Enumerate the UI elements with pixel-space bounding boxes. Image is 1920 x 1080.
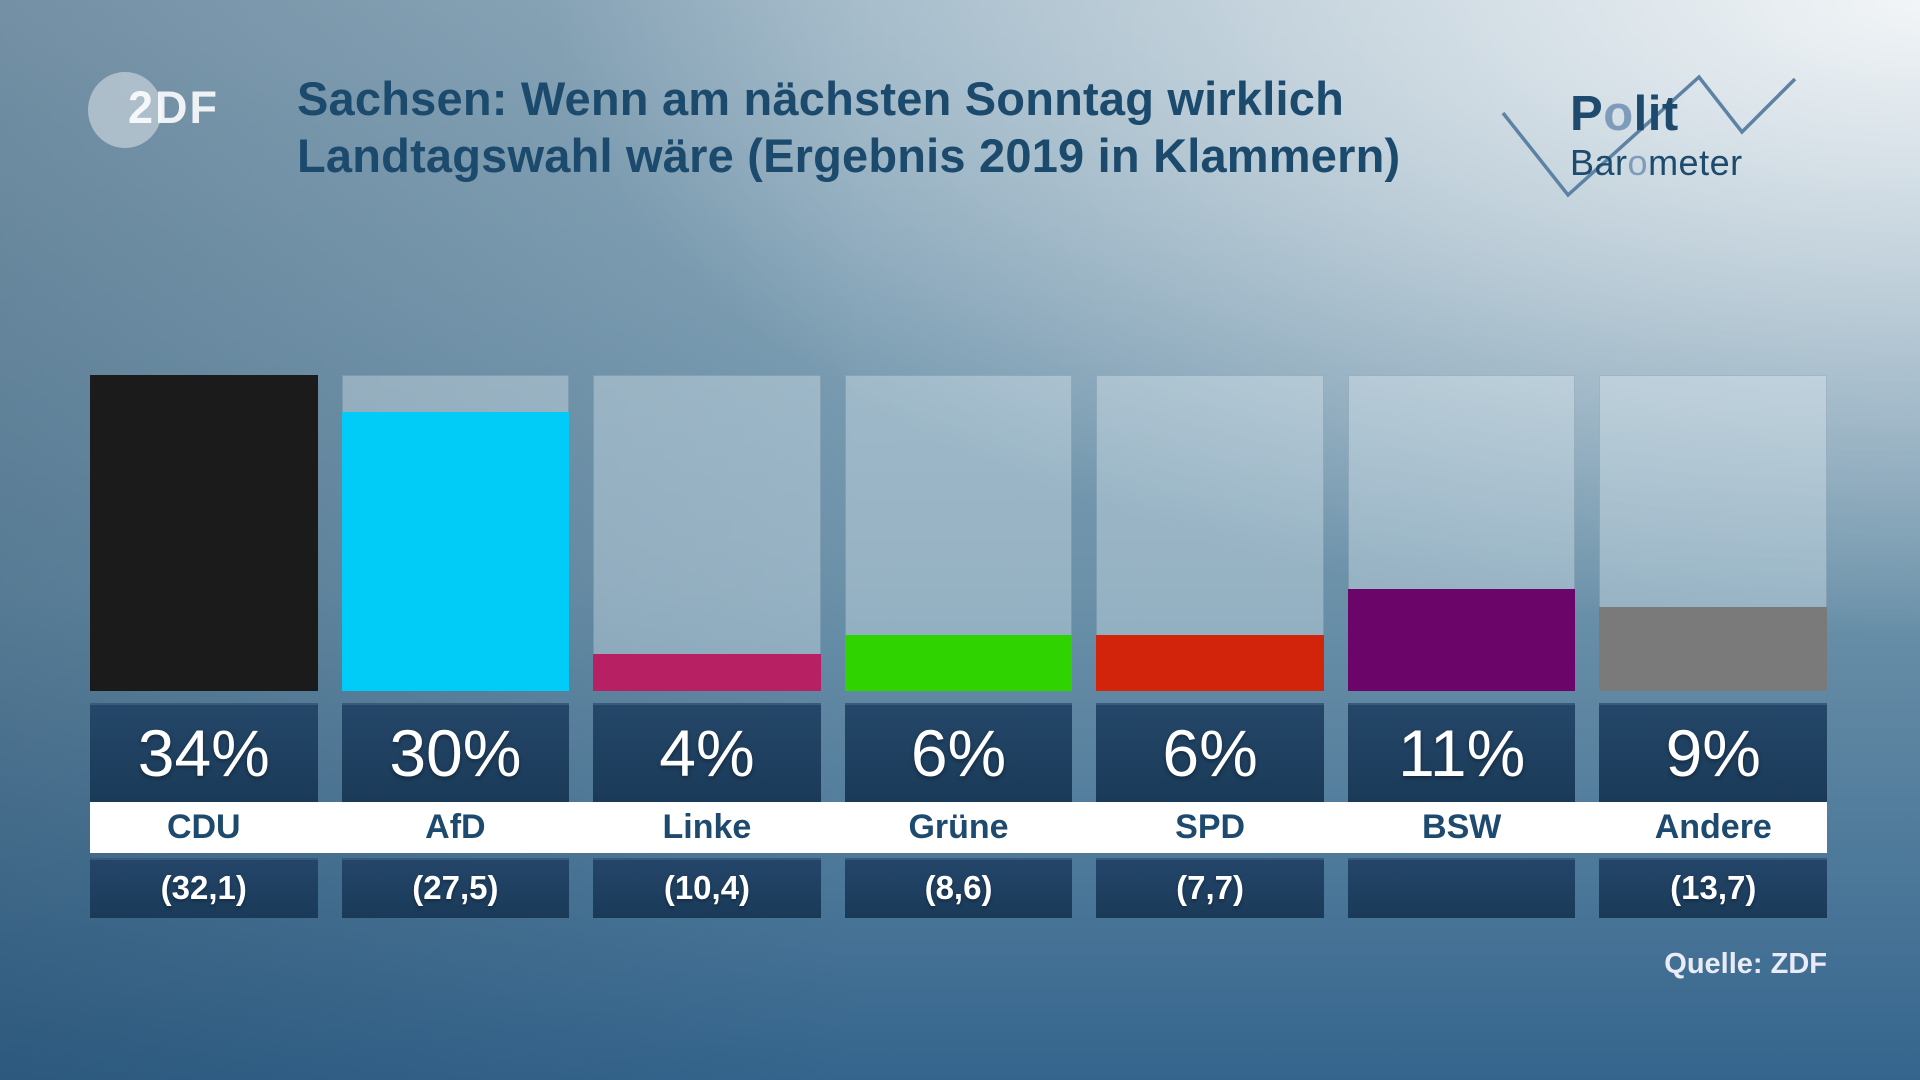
party-column-linke: 4% Linke (10,4) [593, 375, 821, 918]
value-label: 9% [1665, 715, 1761, 790]
bar-track [1347, 375, 1576, 691]
party-name: BSW [1422, 808, 1502, 846]
bar-fill [1599, 607, 1828, 691]
politbarometer-logo-polit: Polit [1570, 86, 1679, 142]
brand-letter: P [1570, 87, 1604, 141]
value-label: 6% [1162, 715, 1258, 790]
previous-result-box [1347, 858, 1576, 918]
value-label: 34% [137, 715, 270, 790]
value-box: 6% [1096, 703, 1324, 802]
previous-result-box: (7,7) [1096, 858, 1324, 918]
party-name: SPD [1175, 808, 1246, 846]
value-box: 34% [90, 703, 318, 802]
bar-track [1599, 375, 1828, 691]
previous-result-label: (8,6) [924, 869, 993, 906]
party-column-spd: 6% SPD (7,7) [1096, 375, 1324, 918]
bar-track [1096, 375, 1324, 691]
party-column-bsw: 11% BSW [1347, 375, 1576, 918]
zdf-logo-circle [88, 72, 162, 148]
previous-result-box: (8,6) [844, 858, 1073, 918]
brand-letter-o: o [1627, 142, 1649, 183]
previous-result-label: (10,4) [663, 869, 751, 906]
party-column-gr-ne: 6% Grüne (8,6) [844, 375, 1073, 918]
politbarometer-logo-barometer: Barometer [1570, 142, 1743, 184]
chart-title-line-2: Landtagswahl wäre (Ergebnis 2019 in Klam… [297, 129, 1401, 182]
bar-fill [341, 412, 570, 691]
bar-fill [844, 635, 1073, 691]
previous-result-box: (27,5) [341, 858, 570, 918]
previous-result-label: (13,7) [1670, 869, 1757, 906]
value-box: 9% [1599, 703, 1828, 802]
chart-title-line-1: Sachsen: Wenn am nächsten Sonntag wirkli… [297, 72, 1344, 125]
politbarometer-logo: Polit Barometer [1480, 40, 1820, 220]
trend-zigzag-icon [1501, 74, 1797, 198]
bar-chart-columns: 34% CDU (32,1) 30% AfD (27,5) 4% Linke (… [90, 375, 1828, 918]
bar-track [593, 375, 821, 691]
previous-result-box: (10,4) [593, 858, 821, 918]
bar-fill [1096, 635, 1324, 691]
brand-letter-o: o [1603, 87, 1634, 141]
previous-result-box: (13,7) [1599, 858, 1828, 918]
previous-result-label: (32,1) [160, 869, 247, 906]
bar-track [90, 375, 318, 691]
party-name: Grüne [908, 808, 1009, 846]
party-column-cdu: 34% CDU (32,1) [90, 375, 318, 918]
previous-result-label: (27,5) [412, 869, 499, 906]
value-label: 6% [910, 715, 1007, 790]
party-column-afd: 30% AfD (27,5) [341, 375, 570, 918]
brand-letters: Bar [1570, 142, 1628, 183]
party-name: Linke [662, 808, 752, 846]
party-name: Andere [1654, 808, 1772, 846]
value-label: 4% [659, 715, 755, 790]
bar-fill [1347, 589, 1576, 691]
chart-title: Sachsen: Wenn am nächsten Sonntag wirkli… [297, 70, 1400, 184]
value-box: 30% [341, 703, 570, 802]
bar-fill [593, 654, 821, 691]
source-label: Quelle: ZDF [1664, 948, 1827, 980]
bar-fill [90, 375, 318, 691]
bar-track [341, 375, 570, 691]
value-label: 11% [1398, 715, 1526, 790]
value-box: 11% [1347, 703, 1576, 802]
bar-chart: 34% CDU (32,1) 30% AfD (27,5) 4% Linke (… [90, 375, 1828, 918]
zdf-logo: 2DF [88, 70, 218, 154]
party-name: AfD [425, 808, 486, 846]
party-name: CDU [166, 808, 241, 846]
previous-result-box: (32,1) [90, 858, 318, 918]
party-label-band [90, 802, 1827, 853]
value-box: 6% [844, 703, 1073, 802]
bar-track [844, 375, 1073, 691]
zdf-logo-text: 2DF [128, 82, 220, 133]
previous-result-label: (7,7) [1176, 869, 1245, 906]
value-box: 4% [593, 703, 821, 802]
party-column-andere: 9% Andere (13,7) [1599, 375, 1828, 918]
brand-letters: lit [1633, 87, 1679, 141]
value-label: 30% [389, 715, 522, 790]
brand-letters: meter [1648, 142, 1743, 183]
